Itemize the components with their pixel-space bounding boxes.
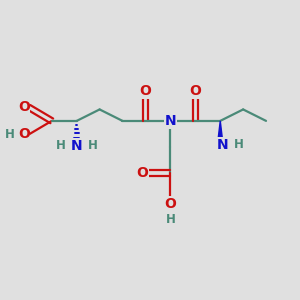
Text: H: H [165,213,175,226]
Text: H: H [56,139,66,152]
Text: N: N [217,138,228,152]
Polygon shape [218,121,223,144]
Text: H: H [88,139,98,152]
Text: O: O [136,166,148,180]
Text: O: O [164,197,176,211]
Text: H: H [4,128,14,141]
Text: N: N [71,139,82,153]
Text: O: O [18,100,30,114]
Text: H: H [234,138,244,151]
Text: N: N [164,114,176,128]
Text: O: O [140,84,151,98]
Text: O: O [18,128,30,141]
Text: O: O [189,84,201,98]
